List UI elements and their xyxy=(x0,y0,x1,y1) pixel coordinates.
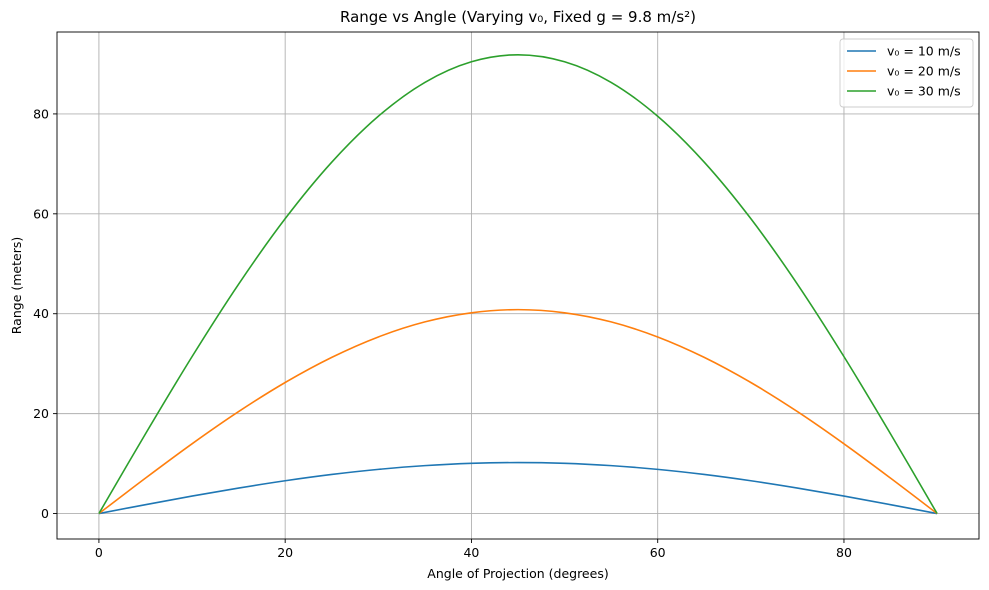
series-line-3 xyxy=(98,53,938,514)
y-axis-ticks: 0 20 40 60 80 xyxy=(33,106,57,521)
x-tick-label: 20 xyxy=(277,545,293,560)
plot-frame xyxy=(56,31,980,540)
y-tick-label: 0 xyxy=(41,506,49,521)
x-tick-label: 80 xyxy=(836,545,852,560)
y-axis-label: Range (meters) xyxy=(9,237,24,334)
y-tick-label: 20 xyxy=(33,406,49,421)
x-tick-label: 0 xyxy=(95,545,103,560)
chart-title: Range vs Angle (Varying v₀, Fixed g = 9.… xyxy=(340,8,696,26)
grid xyxy=(57,32,979,539)
series-lines xyxy=(98,53,938,515)
x-axis-label: Angle of Projection (degrees) xyxy=(427,566,608,581)
y-tick-label: 40 xyxy=(33,306,49,321)
y-tick-label: 60 xyxy=(33,206,49,221)
legend-label-3: v₀ = 30 m/s xyxy=(887,84,961,99)
legend-label-2: v₀ = 20 m/s xyxy=(887,64,961,79)
legend-label-1: v₀ = 10 m/s xyxy=(887,44,961,59)
legend: v₀ = 10 m/s v₀ = 20 m/s v₀ = 30 m/s xyxy=(839,38,974,108)
y-tick-label: 80 xyxy=(33,106,49,121)
x-tick-label: 60 xyxy=(650,545,666,560)
x-tick-label: 40 xyxy=(463,545,479,560)
series-line-1 xyxy=(98,461,938,515)
x-axis-ticks: 0 20 40 60 80 xyxy=(95,539,852,560)
legend-box xyxy=(839,38,974,108)
series-line-2 xyxy=(98,308,938,515)
